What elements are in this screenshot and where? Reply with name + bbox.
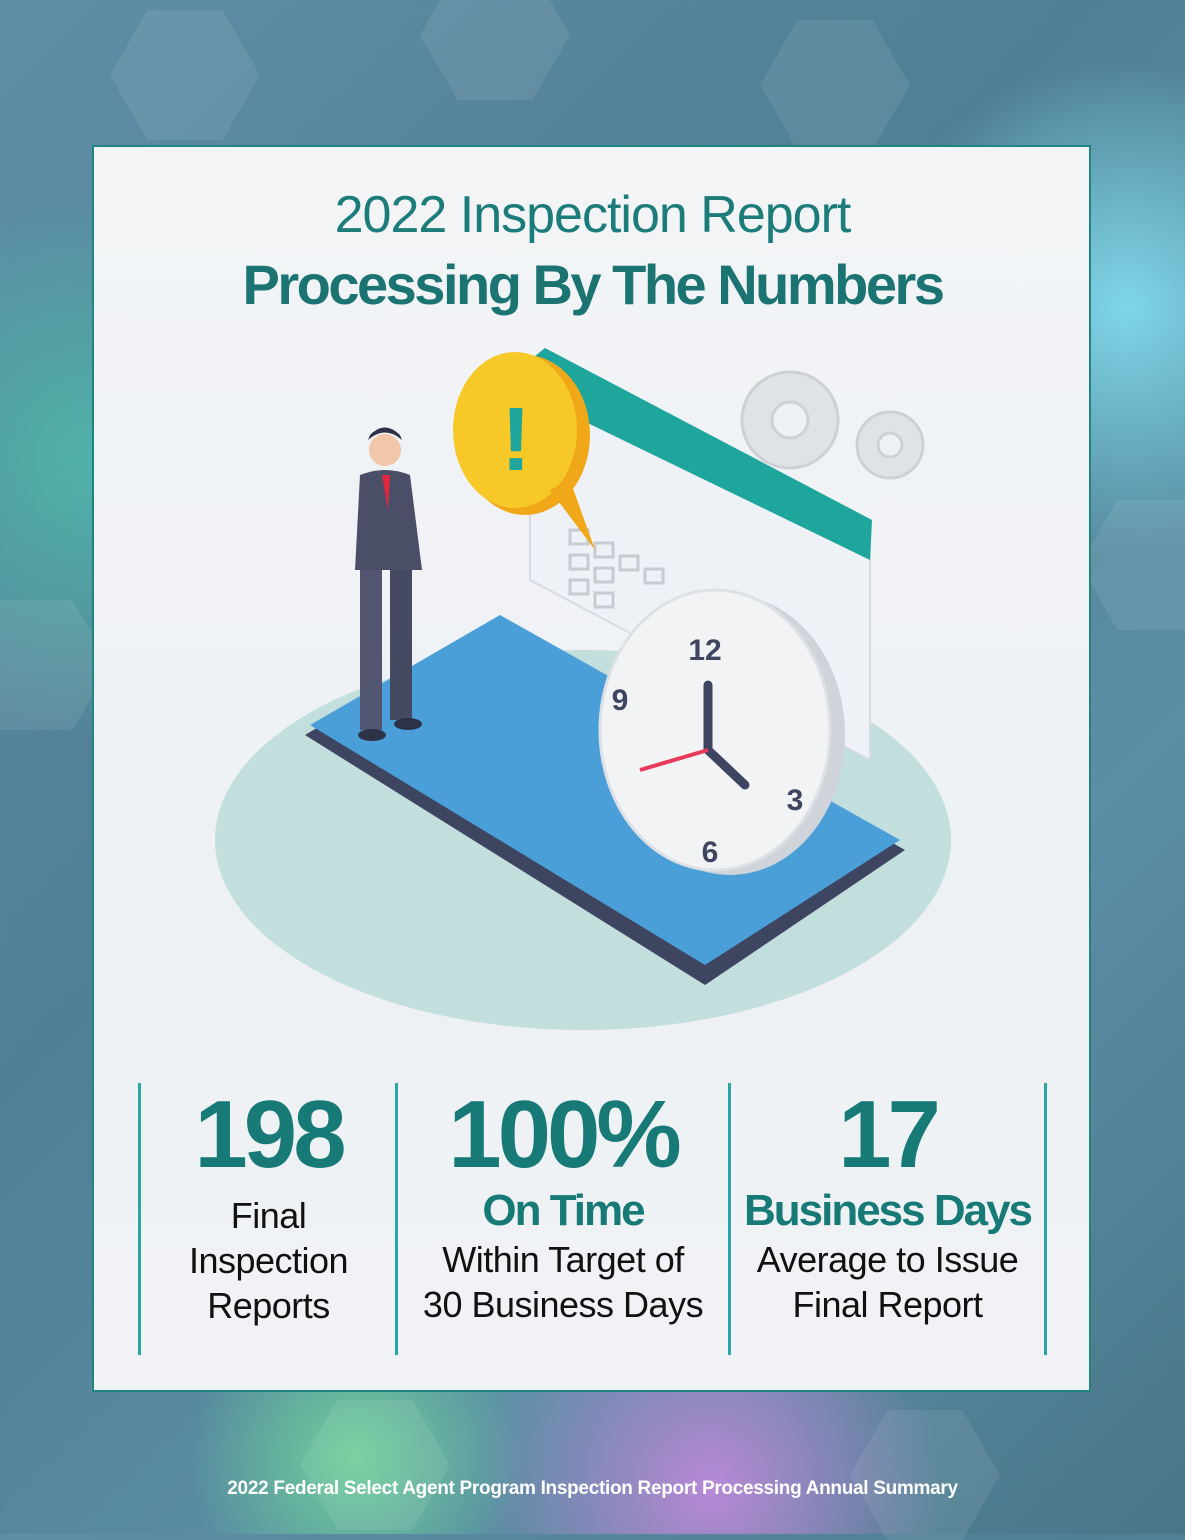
stat-desc-line: 30 Business Days xyxy=(422,1284,704,1325)
clock-number-6: 6 xyxy=(702,836,719,869)
title-line-1: 2022 Inspection Report xyxy=(334,186,852,244)
clock-number-9: 9 xyxy=(612,684,629,717)
smartphone-icon xyxy=(305,615,905,985)
divider xyxy=(138,1083,141,1355)
footer-caption: 2022 Federal Select Agent Program Inspec… xyxy=(227,1478,958,1499)
businessman-figure xyxy=(355,427,422,741)
stat-subtitle: Business Days xyxy=(743,1186,1033,1235)
clock-icon: 12 3 6 9 xyxy=(598,588,845,875)
stat-business-days: 17 Business Days Average to Issue Final … xyxy=(731,1085,1044,1327)
stat-desc-line: Final Report xyxy=(792,1284,983,1325)
stat-value: 17 xyxy=(838,1081,941,1188)
stat-desc-line: Reports xyxy=(207,1285,330,1326)
gears-icon xyxy=(740,370,925,480)
stat-desc-line: Average to Issue xyxy=(756,1239,1019,1280)
background-hexagon xyxy=(300,1400,450,1530)
title-line-2: Processing By The Numbers xyxy=(242,253,945,316)
divider xyxy=(1044,1083,1047,1355)
illustration: 12 3 6 9 ! xyxy=(215,348,951,1030)
stat-value: 198 xyxy=(194,1081,346,1188)
stat-desc-line: Inspection xyxy=(188,1240,349,1281)
background-hexagon xyxy=(420,0,570,100)
divider xyxy=(728,1083,731,1355)
stat-desc-line: Final xyxy=(230,1195,307,1236)
stat-on-time: 100% On Time Within Target of 30 Busines… xyxy=(398,1085,728,1327)
background-hexagon xyxy=(760,20,910,150)
stat-reports: 198 Final Inspection Reports xyxy=(142,1085,395,1328)
stat-value: 100% xyxy=(448,1081,682,1188)
background-hexagon xyxy=(850,1410,1000,1540)
divider xyxy=(395,1083,398,1355)
stat-subtitle: On Time xyxy=(482,1186,645,1235)
stat-desc-line: Within Target of xyxy=(442,1239,684,1280)
background-hexagon xyxy=(110,10,260,140)
alert-bubble-icon: ! xyxy=(453,352,595,550)
alert-symbol: ! xyxy=(501,390,531,490)
clock-number-3: 3 xyxy=(787,784,804,817)
clock-number-12: 12 xyxy=(688,634,721,667)
background-hexagon xyxy=(1080,500,1185,630)
